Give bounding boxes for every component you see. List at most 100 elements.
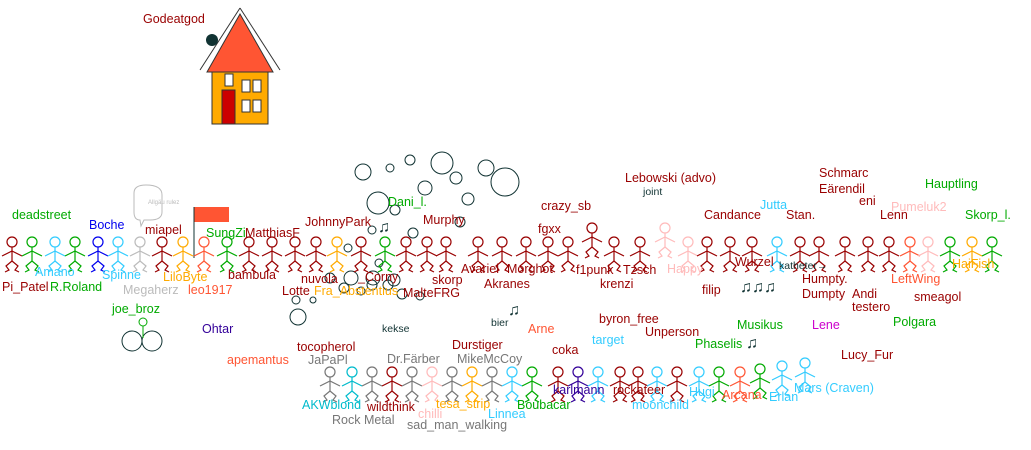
stick-figure bbox=[654, 222, 676, 259]
name-label: katheter→ bbox=[779, 260, 828, 272]
stick-figure bbox=[461, 366, 483, 403]
name-label: nuvola bbox=[301, 272, 338, 286]
stick-figure bbox=[719, 236, 741, 273]
name-label: joint bbox=[643, 186, 663, 198]
house-window bbox=[252, 79, 262, 93]
bubble bbox=[490, 167, 520, 197]
name-label: Dumpty bbox=[802, 287, 846, 301]
name-label: Stan. bbox=[786, 208, 816, 222]
name-label: Tzsch bbox=[623, 263, 657, 277]
name-label: bier bbox=[491, 317, 509, 329]
stick-figure bbox=[749, 363, 771, 400]
name-label: Morghot bbox=[507, 262, 553, 276]
name-label: crazy_sb bbox=[541, 199, 592, 213]
name-label: Boubacar bbox=[517, 398, 571, 412]
name-label: Eärendil bbox=[819, 182, 865, 196]
stick-figure bbox=[537, 236, 559, 273]
stick-figure bbox=[216, 236, 238, 273]
stick-figure bbox=[771, 360, 793, 397]
stick-figure bbox=[515, 236, 537, 273]
house-window bbox=[224, 73, 234, 87]
stick-figure bbox=[401, 366, 423, 403]
bubble bbox=[367, 225, 377, 235]
stick-figure bbox=[326, 236, 348, 273]
stick-figure bbox=[319, 366, 341, 403]
stick-figure bbox=[381, 366, 403, 403]
name-label: testero bbox=[852, 300, 891, 314]
bubble bbox=[289, 308, 307, 326]
stick-figure bbox=[361, 366, 383, 403]
bubble bbox=[343, 270, 359, 286]
stick-figure bbox=[64, 236, 86, 273]
stick-figure bbox=[305, 236, 327, 273]
stick-figure bbox=[129, 236, 151, 273]
bubble bbox=[385, 163, 395, 173]
stick-figure bbox=[794, 357, 816, 394]
stick-figure bbox=[107, 236, 129, 273]
bubble bbox=[356, 286, 366, 296]
stick-figure bbox=[808, 236, 830, 273]
bubble bbox=[309, 296, 317, 304]
name-label: Dr.Färber bbox=[387, 352, 440, 366]
stick-figure bbox=[151, 236, 173, 273]
stick-figure bbox=[696, 236, 718, 273]
name-label: kekse bbox=[382, 323, 410, 335]
name-label: Durstiger bbox=[452, 338, 503, 352]
svg-text:♫♫♫: ♫♫♫ bbox=[740, 279, 776, 296]
stick-figure bbox=[395, 236, 417, 273]
stick-figure bbox=[587, 366, 609, 403]
stick-figure bbox=[238, 236, 260, 273]
bubble bbox=[404, 154, 416, 166]
name-label: Pi_Patel bbox=[2, 280, 49, 294]
name-label: MikeMcCoy bbox=[457, 352, 523, 366]
stick-figure bbox=[21, 236, 43, 273]
figure-rows bbox=[1, 222, 1003, 403]
name-label: miapel bbox=[145, 223, 182, 237]
stick-figure bbox=[981, 236, 1003, 273]
name-label: Arcana bbox=[722, 388, 762, 402]
stick-figure bbox=[688, 366, 710, 403]
svg-text:♫: ♫ bbox=[378, 219, 390, 236]
name-label: skorp bbox=[432, 273, 463, 287]
name-label: Andi bbox=[852, 287, 878, 301]
name-label: LiloByte bbox=[163, 270, 208, 284]
stick-figure bbox=[341, 366, 363, 403]
name-label: tesa_strip bbox=[436, 397, 491, 411]
name-label: Avariel bbox=[461, 262, 499, 276]
name-label: filip bbox=[702, 283, 721, 297]
bubble bbox=[477, 159, 495, 177]
name-label: krenzi bbox=[600, 277, 634, 291]
name-label: Humpty. bbox=[802, 272, 848, 286]
stick-figure bbox=[521, 366, 543, 403]
name-label: R.Roland bbox=[50, 280, 103, 294]
stick-figure bbox=[741, 236, 763, 273]
name-label: wildthink bbox=[367, 400, 415, 414]
stick-figure bbox=[729, 366, 751, 403]
stick-figure bbox=[629, 236, 651, 273]
name-label: Hugi bbox=[689, 385, 715, 399]
stick-figure bbox=[666, 366, 688, 403]
name-label: Musikus bbox=[737, 318, 783, 332]
name-label: Lebowski (advo) bbox=[625, 171, 717, 185]
name-label: AKWblond bbox=[302, 398, 362, 412]
name-label: Mars (Craven) bbox=[794, 381, 874, 395]
name-label: HaiFish bbox=[952, 257, 995, 271]
name-label: byron_free bbox=[599, 312, 659, 326]
name-label: Wurzel bbox=[735, 255, 774, 269]
name-label: Pumeluk2 bbox=[891, 200, 947, 214]
bubble bbox=[366, 279, 378, 291]
bubble bbox=[417, 180, 433, 196]
speech-bubble-icon bbox=[133, 184, 163, 228]
bubble bbox=[343, 243, 353, 253]
name-label: MatthiasF bbox=[245, 226, 300, 240]
name-label: Erlan bbox=[769, 390, 799, 404]
name-label: bambula bbox=[228, 268, 276, 282]
name-label: Ohtar bbox=[202, 322, 234, 336]
name-label: karlmann bbox=[553, 383, 605, 397]
svg-text:♫: ♫ bbox=[508, 302, 520, 319]
name-label: Akranes bbox=[484, 277, 530, 291]
bubble bbox=[338, 282, 350, 294]
name-label: Boche bbox=[89, 218, 125, 232]
name-label: Lenn bbox=[880, 208, 908, 222]
